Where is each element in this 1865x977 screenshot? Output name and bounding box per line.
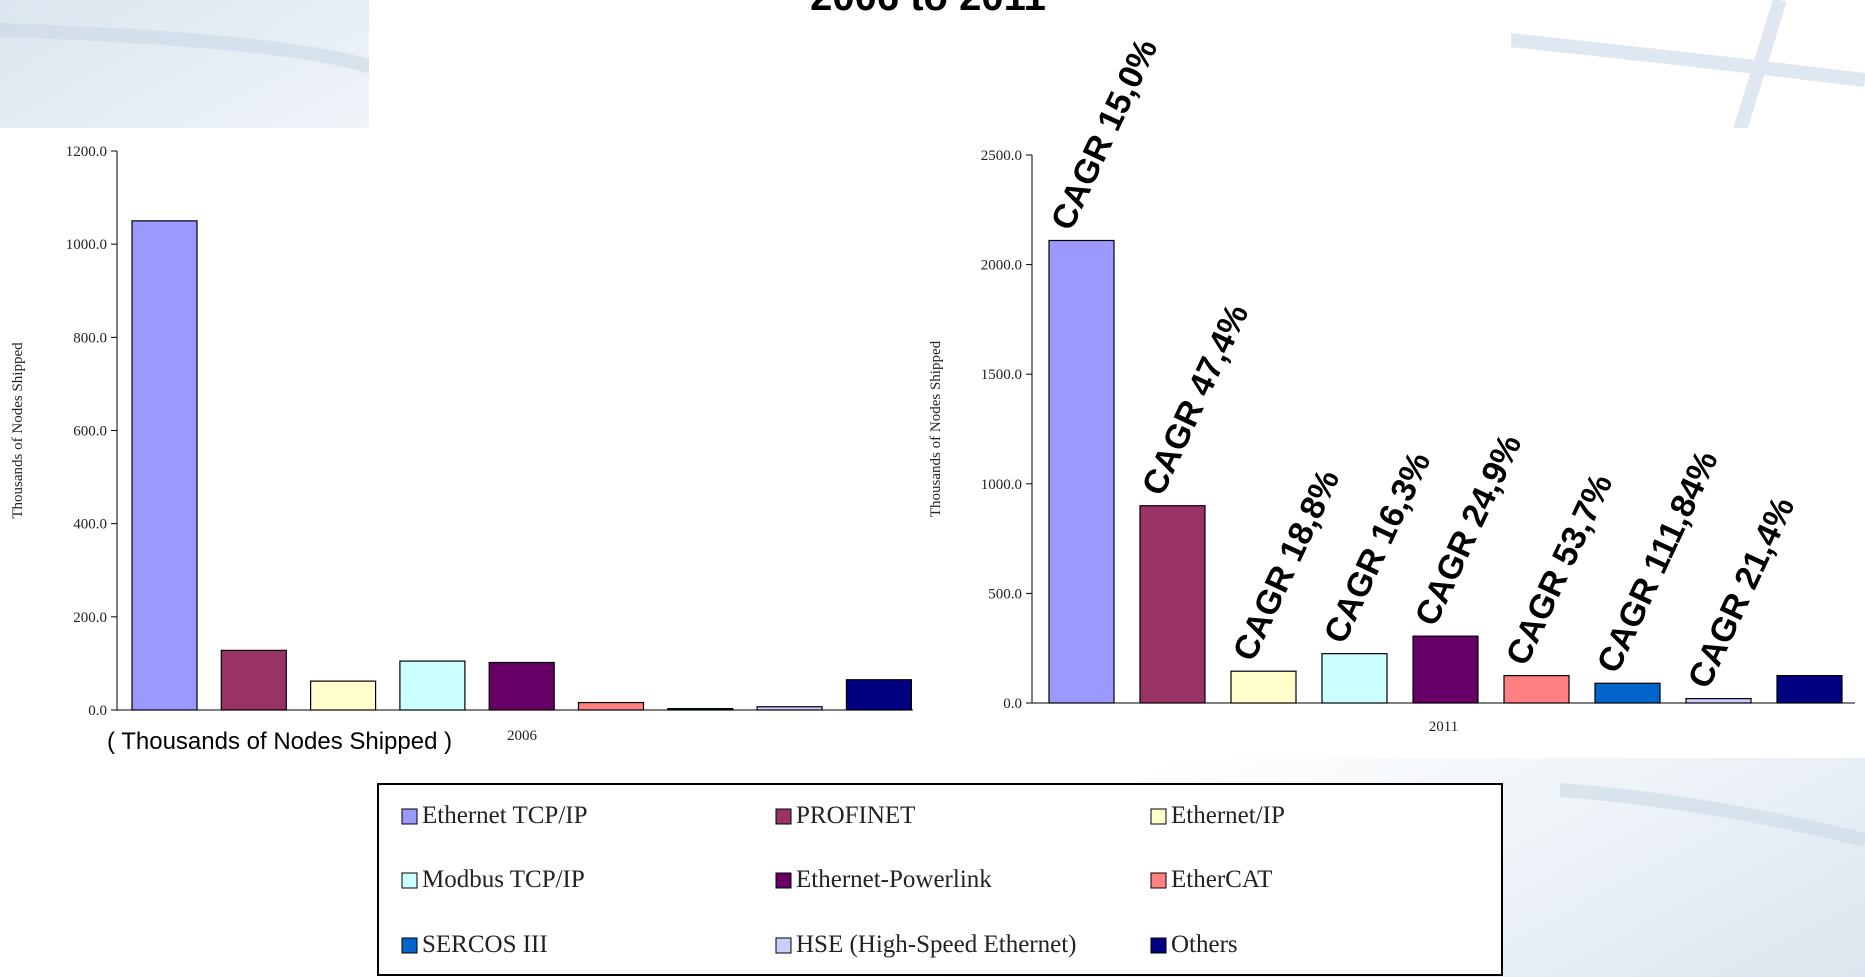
y-tick-label: 0.0 — [88, 703, 107, 719]
y-tick-label: 1000.0 — [66, 237, 107, 253]
y-axis-label: Thousands of Nodes Shipped — [928, 340, 944, 517]
legend-label: Modbus TCP/IP — [422, 866, 585, 893]
bar — [1048, 239, 1115, 704]
bar — [1503, 674, 1570, 704]
legend-swatch — [775, 937, 792, 954]
legend-swatch — [1150, 872, 1167, 889]
legend-box — [377, 783, 1503, 976]
legend-label: PROFINET — [796, 802, 915, 829]
x-tick-label: 2011 — [1429, 719, 1458, 735]
x-tick-label: 2006 — [507, 728, 538, 744]
chart-title: 2006 to 2011 — [810, 0, 1046, 19]
y-tick-label: 2000.0 — [981, 258, 1022, 274]
y-tick-label: 200.0 — [73, 610, 107, 626]
bar — [1594, 682, 1661, 704]
y-axis-label: Thousands of Nodes Shipped — [10, 342, 26, 519]
legend-swatch — [775, 808, 792, 825]
bar — [310, 680, 377, 711]
legend-label: Ethernet TCP/IP — [422, 802, 588, 829]
bar — [1412, 635, 1479, 704]
legend-swatch — [401, 937, 418, 954]
y-tick-label: 0.0 — [1003, 696, 1022, 712]
y-tick-label: 400.0 — [73, 517, 107, 533]
bar — [1321, 653, 1388, 704]
bar — [488, 661, 555, 711]
bar — [131, 220, 198, 711]
bar — [577, 701, 645, 711]
legend-label: SERCOS III — [422, 931, 548, 958]
y-tick-label: 1200.0 — [66, 144, 107, 160]
y-tick-label: 600.0 — [73, 424, 107, 440]
bar — [1139, 505, 1206, 704]
bar — [1685, 698, 1752, 704]
legend-swatch — [401, 808, 418, 825]
y-tick-label: 500.0 — [988, 586, 1022, 602]
legend-swatch — [775, 872, 792, 889]
note: ( Thousands of Nodes Shipped ) — [107, 728, 452, 755]
bar — [1776, 674, 1843, 704]
legend-label: Others — [1171, 931, 1238, 958]
bar — [845, 679, 913, 711]
legend-label: HSE (High-Speed Ethernet) — [796, 931, 1076, 958]
bar — [756, 706, 823, 711]
y-tick-label: 1500.0 — [981, 367, 1022, 383]
bar — [399, 660, 466, 711]
legend-swatch — [1150, 937, 1167, 954]
chart-panel — [0, 128, 1865, 758]
y-tick-label: 800.0 — [73, 330, 107, 346]
legend-label: Ethernet/IP — [1171, 802, 1285, 829]
bar — [220, 649, 287, 711]
legend-swatch — [401, 872, 418, 889]
decoration — [0, 0, 1865, 847]
legend-label: EtherCAT — [1171, 866, 1272, 893]
bar — [1230, 670, 1297, 704]
legend-swatch — [1150, 808, 1167, 825]
y-tick-label: 1000.0 — [981, 477, 1022, 493]
y-tick-label: 2500.0 — [981, 148, 1022, 164]
bar — [667, 708, 734, 711]
legend-label: Ethernet-Powerlink — [796, 866, 992, 893]
title-panel — [369, 0, 1511, 128]
